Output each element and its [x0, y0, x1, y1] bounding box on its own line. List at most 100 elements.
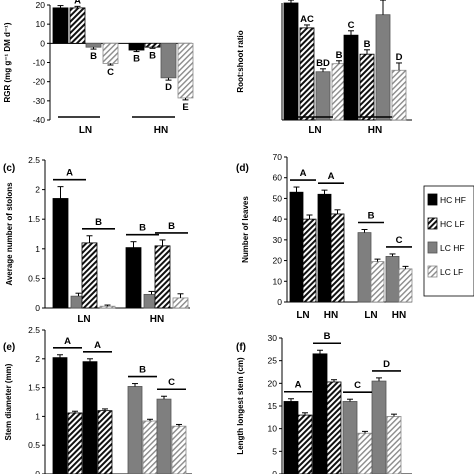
- x-tick-label: HN: [324, 310, 338, 321]
- significance-label: D: [396, 52, 403, 63]
- bar-lchf: [375, 14, 391, 121]
- legend-label: HC HF: [440, 195, 466, 205]
- significance-label: B: [364, 39, 371, 50]
- significance-label: A: [64, 336, 71, 347]
- bar-hclf: [326, 381, 342, 474]
- panel-label: (f): [236, 342, 246, 353]
- legend-swatch-hchf: [427, 193, 438, 206]
- bar-hchf: [125, 247, 142, 309]
- group-label: LN: [77, 314, 90, 325]
- y-tick-label: 20: [36, 0, 46, 10]
- chart-diameter: 0 0.5 1 1.5 2 2.5 Stem diameter (mm) (e) A A B C: [3, 325, 192, 474]
- chart-longest: 0 5 10 15 20 25 30 Length longest stem (cm) (f) A…: [236, 331, 412, 474]
- bar-lclf: [102, 42, 119, 64]
- y-tick-label: 0: [35, 469, 40, 474]
- y-tick-label: 2.5: [28, 155, 40, 165]
- y-tick-label: 10: [36, 19, 46, 29]
- y-tick-label: -40: [33, 115, 46, 125]
- y-axis-label: Average number of stolons: [5, 182, 14, 286]
- panel-label: (e): [3, 342, 15, 353]
- bar-hclf: [330, 213, 345, 303]
- bar-hchf: [312, 353, 328, 474]
- bar-lclf: [177, 42, 194, 99]
- bar-hclf: [81, 242, 98, 309]
- bar-hchf: [52, 357, 68, 474]
- bar-lclf: [386, 416, 402, 474]
- bar-hclf: [67, 412, 83, 474]
- y-tick-label: 70: [273, 152, 283, 162]
- bar-hchf: [82, 361, 98, 474]
- y-tick-label: 0: [272, 469, 277, 474]
- bar-lchf: [385, 256, 400, 303]
- significance-label: B: [168, 221, 175, 232]
- significance-label: D: [383, 359, 390, 370]
- y-tick-label: 1: [35, 411, 40, 421]
- legend: HC HF HC LF LC HF LC LF: [423, 185, 474, 297]
- bar-lclf: [172, 297, 189, 309]
- y-axis-label: Root:shoot ratio: [236, 30, 245, 92]
- significance-label: C: [107, 67, 114, 78]
- chart-leaves: 0 10 20 30 40 50 60 70 Number of leaves (d) A A B C LN…: [236, 152, 413, 321]
- y-tick-label: 2: [35, 354, 40, 364]
- y-tick-label: 10: [268, 424, 278, 434]
- bar-hchf: [343, 34, 359, 121]
- significance-label: C: [354, 380, 361, 391]
- legend-label: LC LF: [440, 267, 463, 277]
- significance-label: E: [182, 102, 188, 113]
- y-axis-label: RGR (mg g⁻¹ DM d⁻¹): [3, 22, 12, 102]
- y-tick-label: 20: [268, 378, 278, 388]
- group-label: HN: [368, 125, 382, 136]
- legend-swatch-lclf: [427, 265, 438, 278]
- bar-lchf: [315, 71, 331, 121]
- significance-label: B: [90, 51, 97, 62]
- y-tick-label: 2: [35, 185, 40, 195]
- bar-lclf: [398, 268, 413, 303]
- bar-hchf: [52, 198, 69, 309]
- y-tick-label: 1.5: [28, 214, 40, 224]
- significance-label: B: [139, 223, 146, 234]
- y-tick-label: 10: [273, 276, 283, 286]
- y-tick-label: 0.5: [28, 440, 40, 450]
- bar-hclf: [299, 27, 315, 121]
- bar-lchf: [156, 398, 172, 474]
- bar-lclf: [370, 261, 385, 303]
- y-tick-label: 20: [273, 256, 283, 266]
- y-tick-label: 25: [268, 356, 278, 366]
- bar-hclf: [97, 410, 113, 474]
- bar-hchf: [283, 2, 299, 121]
- y-tick-label: -10: [33, 58, 46, 68]
- group-label: LN: [79, 125, 92, 136]
- bar-lclf: [357, 432, 373, 474]
- significance-label: C: [348, 20, 355, 31]
- x-tick-label: LN: [364, 310, 377, 321]
- y-axis-label: Stem diameter (mm): [4, 363, 13, 440]
- significance-label: B: [133, 54, 140, 65]
- significance-label: B: [95, 217, 102, 228]
- chart-stolons: 0 0.5 1 1.5 2 2.5 Average number of stolons (c)…: [3, 155, 190, 325]
- x-tick-label: HN: [392, 310, 406, 321]
- legend-swatch-lchf: [427, 241, 438, 254]
- bar-lchf: [160, 42, 177, 79]
- y-axis-label: Number of leaves: [241, 196, 250, 263]
- x-tick-label: LN: [296, 310, 309, 321]
- y-tick-label: 5: [272, 446, 277, 456]
- y-tick-label: 0: [277, 297, 282, 307]
- significance-label: A: [300, 168, 307, 179]
- bar-lchf: [342, 401, 358, 474]
- significance-label: B: [324, 331, 331, 342]
- bar-lclf: [99, 305, 116, 309]
- bar-hchf: [52, 7, 69, 44]
- bar-lclf: [142, 420, 158, 474]
- bar-lchf: [357, 232, 372, 303]
- bar-hchf: [283, 401, 299, 474]
- significance-label: C: [396, 235, 403, 246]
- panel-label: (d): [236, 163, 249, 174]
- bar-lchf: [371, 380, 387, 474]
- y-tick-label: 30: [273, 235, 283, 245]
- significance-label: A: [66, 168, 73, 179]
- y-tick-label: 15: [268, 401, 278, 411]
- bar-hchf: [317, 193, 332, 303]
